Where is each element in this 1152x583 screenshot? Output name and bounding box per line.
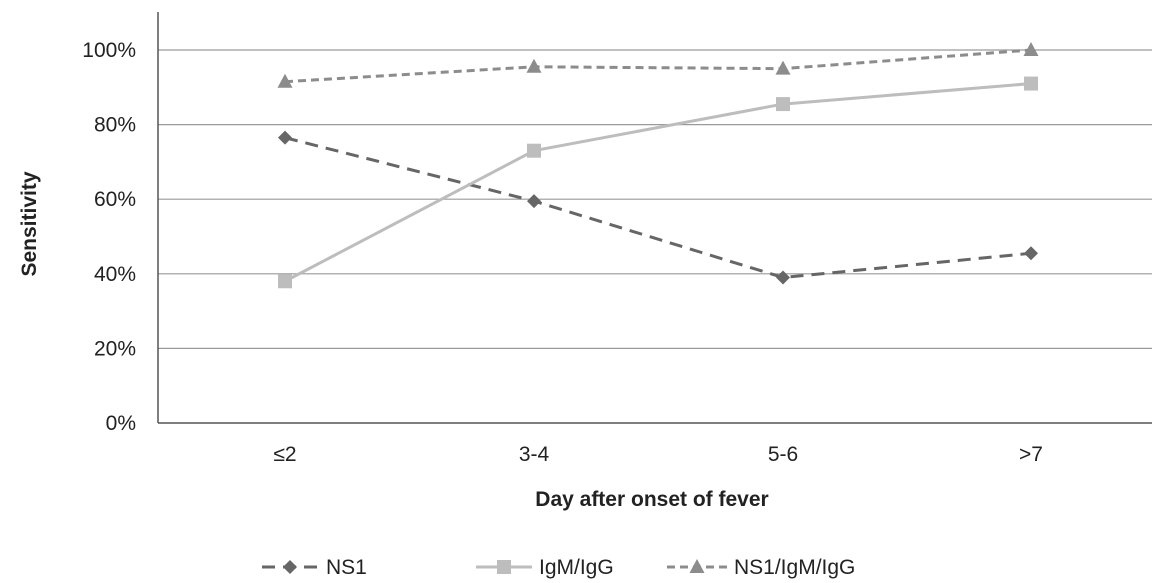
series-line-ns1-igm-igg <box>284 48 1032 84</box>
y-tick-label: 0% <box>106 412 136 435</box>
data-point-igm-igg <box>776 97 790 112</box>
y-tick-label: 40% <box>94 263 136 286</box>
series-ns1 <box>278 130 1038 285</box>
data-point-igm-igg <box>527 143 541 158</box>
y-axis-ticks: 0% 20% 40% 60% 80% 100% <box>82 39 136 435</box>
data-point-ns1 <box>776 270 790 285</box>
legend-marker <box>283 560 297 574</box>
data-point-igm-igg <box>1024 76 1038 91</box>
series-line-igm-igg <box>284 82 1032 283</box>
series-igm-igg <box>278 76 1038 289</box>
series-line-ns1 <box>284 136 1032 280</box>
legend-item-igm-igg: IgM/IgG <box>476 556 614 579</box>
legend-item-ns1: NS1 <box>262 556 367 579</box>
series-ns1-igm-igg <box>277 42 1039 88</box>
y-tick-label: 60% <box>94 188 136 211</box>
data-point-igm-igg <box>278 274 292 289</box>
x-tick-label: 5-6 <box>768 443 798 466</box>
legend-label: IgM/IgG <box>539 556 614 579</box>
legend: NS1 IgM/IgG NS1/IgM/IgG <box>262 556 855 579</box>
y-axis-title: Sensitivity <box>18 171 41 276</box>
x-tick-label: 3-4 <box>519 443 550 466</box>
data-point-ns1-igm-igg <box>526 58 542 73</box>
legend-item-ns1-igm-igg: NS1/IgM/IgG <box>667 556 855 579</box>
y-tick-label: 100% <box>82 39 136 62</box>
legend-label: NS1 <box>326 556 367 579</box>
legend-label: NS1/IgM/IgG <box>734 556 855 579</box>
data-point-ns1-igm-igg <box>277 73 293 88</box>
data-point-ns1-igm-igg <box>775 60 791 75</box>
x-axis-title: Day after onset of fever <box>535 488 768 511</box>
x-tick-label: >7 <box>1019 443 1043 466</box>
data-point-ns1 <box>1024 246 1038 261</box>
y-tick-label: 80% <box>94 114 136 137</box>
x-tick-label: ≤2 <box>273 443 296 466</box>
x-axis-ticks: ≤2 3-4 5-6 >7 <box>273 443 1043 466</box>
legend-marker <box>497 560 511 574</box>
data-point-ns1 <box>527 194 541 209</box>
data-point-ns1 <box>278 130 292 145</box>
y-tick-label: 20% <box>94 337 136 360</box>
gridlines <box>158 49 1152 424</box>
series-layer <box>277 42 1039 289</box>
data-point-ns1-igm-igg <box>1023 42 1039 56</box>
legend-marker <box>689 559 705 573</box>
